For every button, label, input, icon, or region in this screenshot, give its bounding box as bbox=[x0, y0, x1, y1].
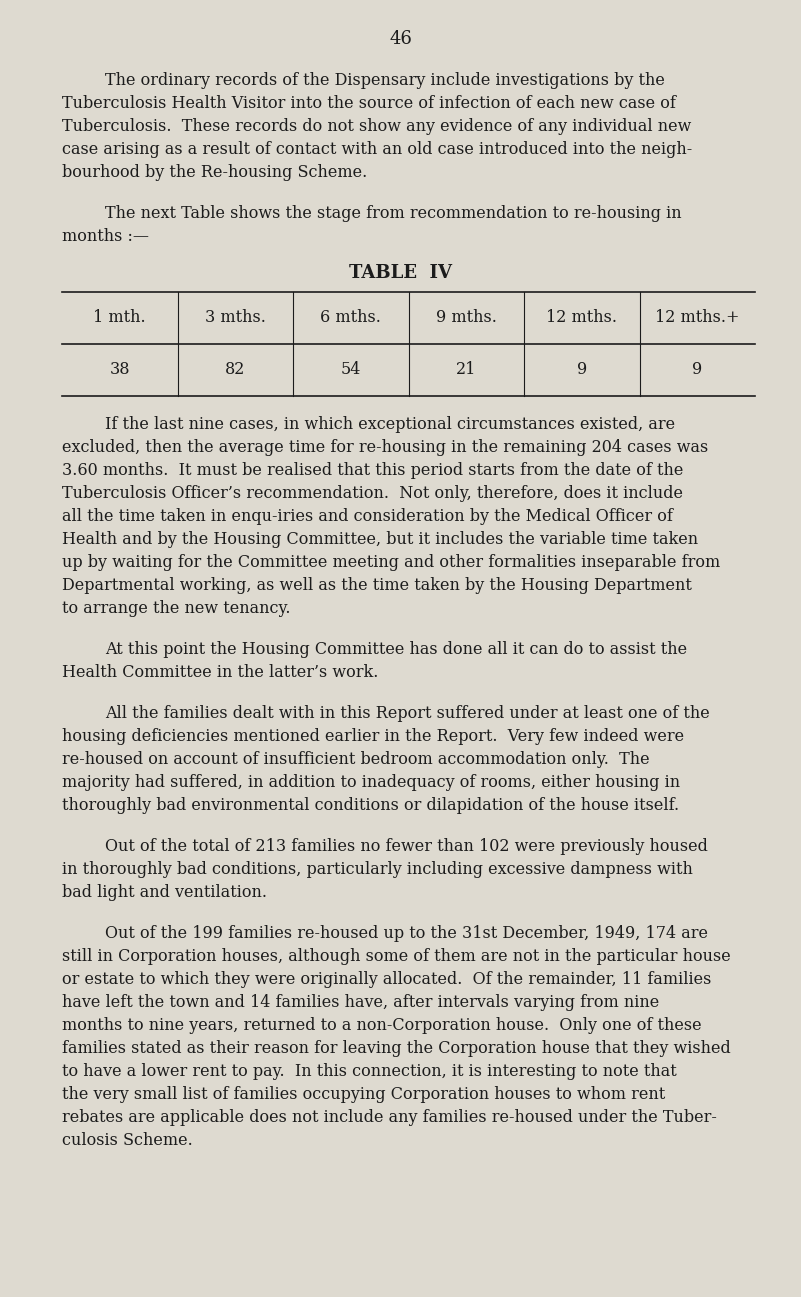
Text: 1 mth.: 1 mth. bbox=[94, 310, 146, 327]
Text: up by waiting for the Committee meeting and other formalities inseparable from: up by waiting for the Committee meeting … bbox=[62, 554, 720, 571]
Text: housing deficiencies mentioned earlier in the Report.  Very few indeed were: housing deficiencies mentioned earlier i… bbox=[62, 728, 684, 744]
Text: or estate to which they were originally allocated.  Of the remainder, 11 familie: or estate to which they were originally … bbox=[62, 971, 711, 988]
Text: 54: 54 bbox=[340, 362, 361, 379]
Text: TABLE  IV: TABLE IV bbox=[349, 265, 452, 281]
Text: 3.60 months.  It must be realised that this period starts from the date of the: 3.60 months. It must be realised that th… bbox=[62, 462, 683, 479]
Text: 38: 38 bbox=[110, 362, 130, 379]
Text: to arrange the new tenancy.: to arrange the new tenancy. bbox=[62, 601, 291, 617]
Text: families stated as their reason for leaving the Corporation house that they wish: families stated as their reason for leav… bbox=[62, 1040, 731, 1057]
Text: bourhood by the Re-housing Scheme.: bourhood by the Re-housing Scheme. bbox=[62, 163, 367, 182]
Text: 9: 9 bbox=[692, 362, 702, 379]
Text: 82: 82 bbox=[225, 362, 245, 379]
Text: The ordinary records of the Dispensary include investigations by the: The ordinary records of the Dispensary i… bbox=[105, 73, 665, 89]
Text: case arising as a result of contact with an old case introduced into the neigh-: case arising as a result of contact with… bbox=[62, 141, 692, 158]
Text: 46: 46 bbox=[389, 30, 412, 48]
Text: Tuberculosis Health Visitor into the source of infection of each new case of: Tuberculosis Health Visitor into the sou… bbox=[62, 95, 676, 112]
Text: still in Corporation houses, although some of them are not in the particular hou: still in Corporation houses, although so… bbox=[62, 948, 731, 965]
Text: in thoroughly bad conditions, particularly including excessive dampness with: in thoroughly bad conditions, particular… bbox=[62, 861, 693, 878]
Text: all the time taken in enqu­iries and consideration by the Medical Officer of: all the time taken in enqu­iries and con… bbox=[62, 508, 673, 525]
Text: Tuberculosis.  These records do not show any evidence of any individual new: Tuberculosis. These records do not show … bbox=[62, 118, 691, 135]
Text: bad light and ventilation.: bad light and ventilation. bbox=[62, 885, 267, 901]
Text: Out of the total of 213 families no fewer than 102 were previously housed: Out of the total of 213 families no fewe… bbox=[105, 838, 708, 855]
Text: All the families dealt with in this Report suffered under at least one of the: All the families dealt with in this Repo… bbox=[105, 706, 710, 722]
Text: The next Table shows the stage from recommendation to re-housing in: The next Table shows the stage from reco… bbox=[105, 205, 682, 222]
Text: excluded, then the average time for re-housing in the remaining 204 cases was: excluded, then the average time for re-h… bbox=[62, 438, 708, 457]
Text: months to nine years, returned to a non-Corporation house.  Only one of these: months to nine years, returned to a non-… bbox=[62, 1017, 702, 1034]
Text: Tuberculosis Officer’s recommendation.  Not only, therefore, does it include: Tuberculosis Officer’s recommendation. N… bbox=[62, 485, 683, 502]
Text: months :—: months :— bbox=[62, 228, 149, 245]
Text: the very small list of families occupying Corporation houses to whom rent: the very small list of families occupyin… bbox=[62, 1086, 666, 1102]
Text: majority had suffered, in addition to inadequacy of rooms, either housing in: majority had suffered, in addition to in… bbox=[62, 774, 680, 791]
Text: culosis Scheme.: culosis Scheme. bbox=[62, 1132, 193, 1149]
Text: thoroughly bad environmental conditions or dilapidation of the house itself.: thoroughly bad environmental conditions … bbox=[62, 796, 679, 815]
Text: 12 mths.: 12 mths. bbox=[546, 310, 618, 327]
Text: Out of the 199 families re-housed up to the 31st December, 1949, 174 are: Out of the 199 families re-housed up to … bbox=[105, 925, 708, 942]
Text: Departmental working, as well as the time taken by the Housing Department: Departmental working, as well as the tim… bbox=[62, 577, 692, 594]
Text: re-housed on account of insufficient bedroom accommodation only.  The: re-housed on account of insufficient bed… bbox=[62, 751, 650, 768]
Text: 9 mths.: 9 mths. bbox=[436, 310, 497, 327]
Text: 3 mths.: 3 mths. bbox=[205, 310, 266, 327]
Text: 9: 9 bbox=[577, 362, 587, 379]
Text: Health Committee in the latter’s work.: Health Committee in the latter’s work. bbox=[62, 664, 378, 681]
Text: Health and by the Housing Committee, but it includes the variable time taken: Health and by the Housing Committee, but… bbox=[62, 530, 698, 549]
Text: to have a lower rent to pay.  In this connection, it is interesting to note that: to have a lower rent to pay. In this con… bbox=[62, 1064, 677, 1080]
Text: At this point the Housing Committee has done all it can do to assist the: At this point the Housing Committee has … bbox=[105, 641, 687, 658]
Text: 12 mths.+: 12 mths.+ bbox=[655, 310, 739, 327]
Text: rebates are applicable does not include any families re-housed under the Tuber-: rebates are applicable does not include … bbox=[62, 1109, 717, 1126]
Text: If the last nine cases, in which exceptional circumstances existed, are: If the last nine cases, in which excepti… bbox=[105, 416, 675, 433]
Text: 6 mths.: 6 mths. bbox=[320, 310, 381, 327]
Text: have left the town and 14 families have, after intervals varying from nine: have left the town and 14 families have,… bbox=[62, 994, 659, 1010]
Text: 21: 21 bbox=[456, 362, 477, 379]
